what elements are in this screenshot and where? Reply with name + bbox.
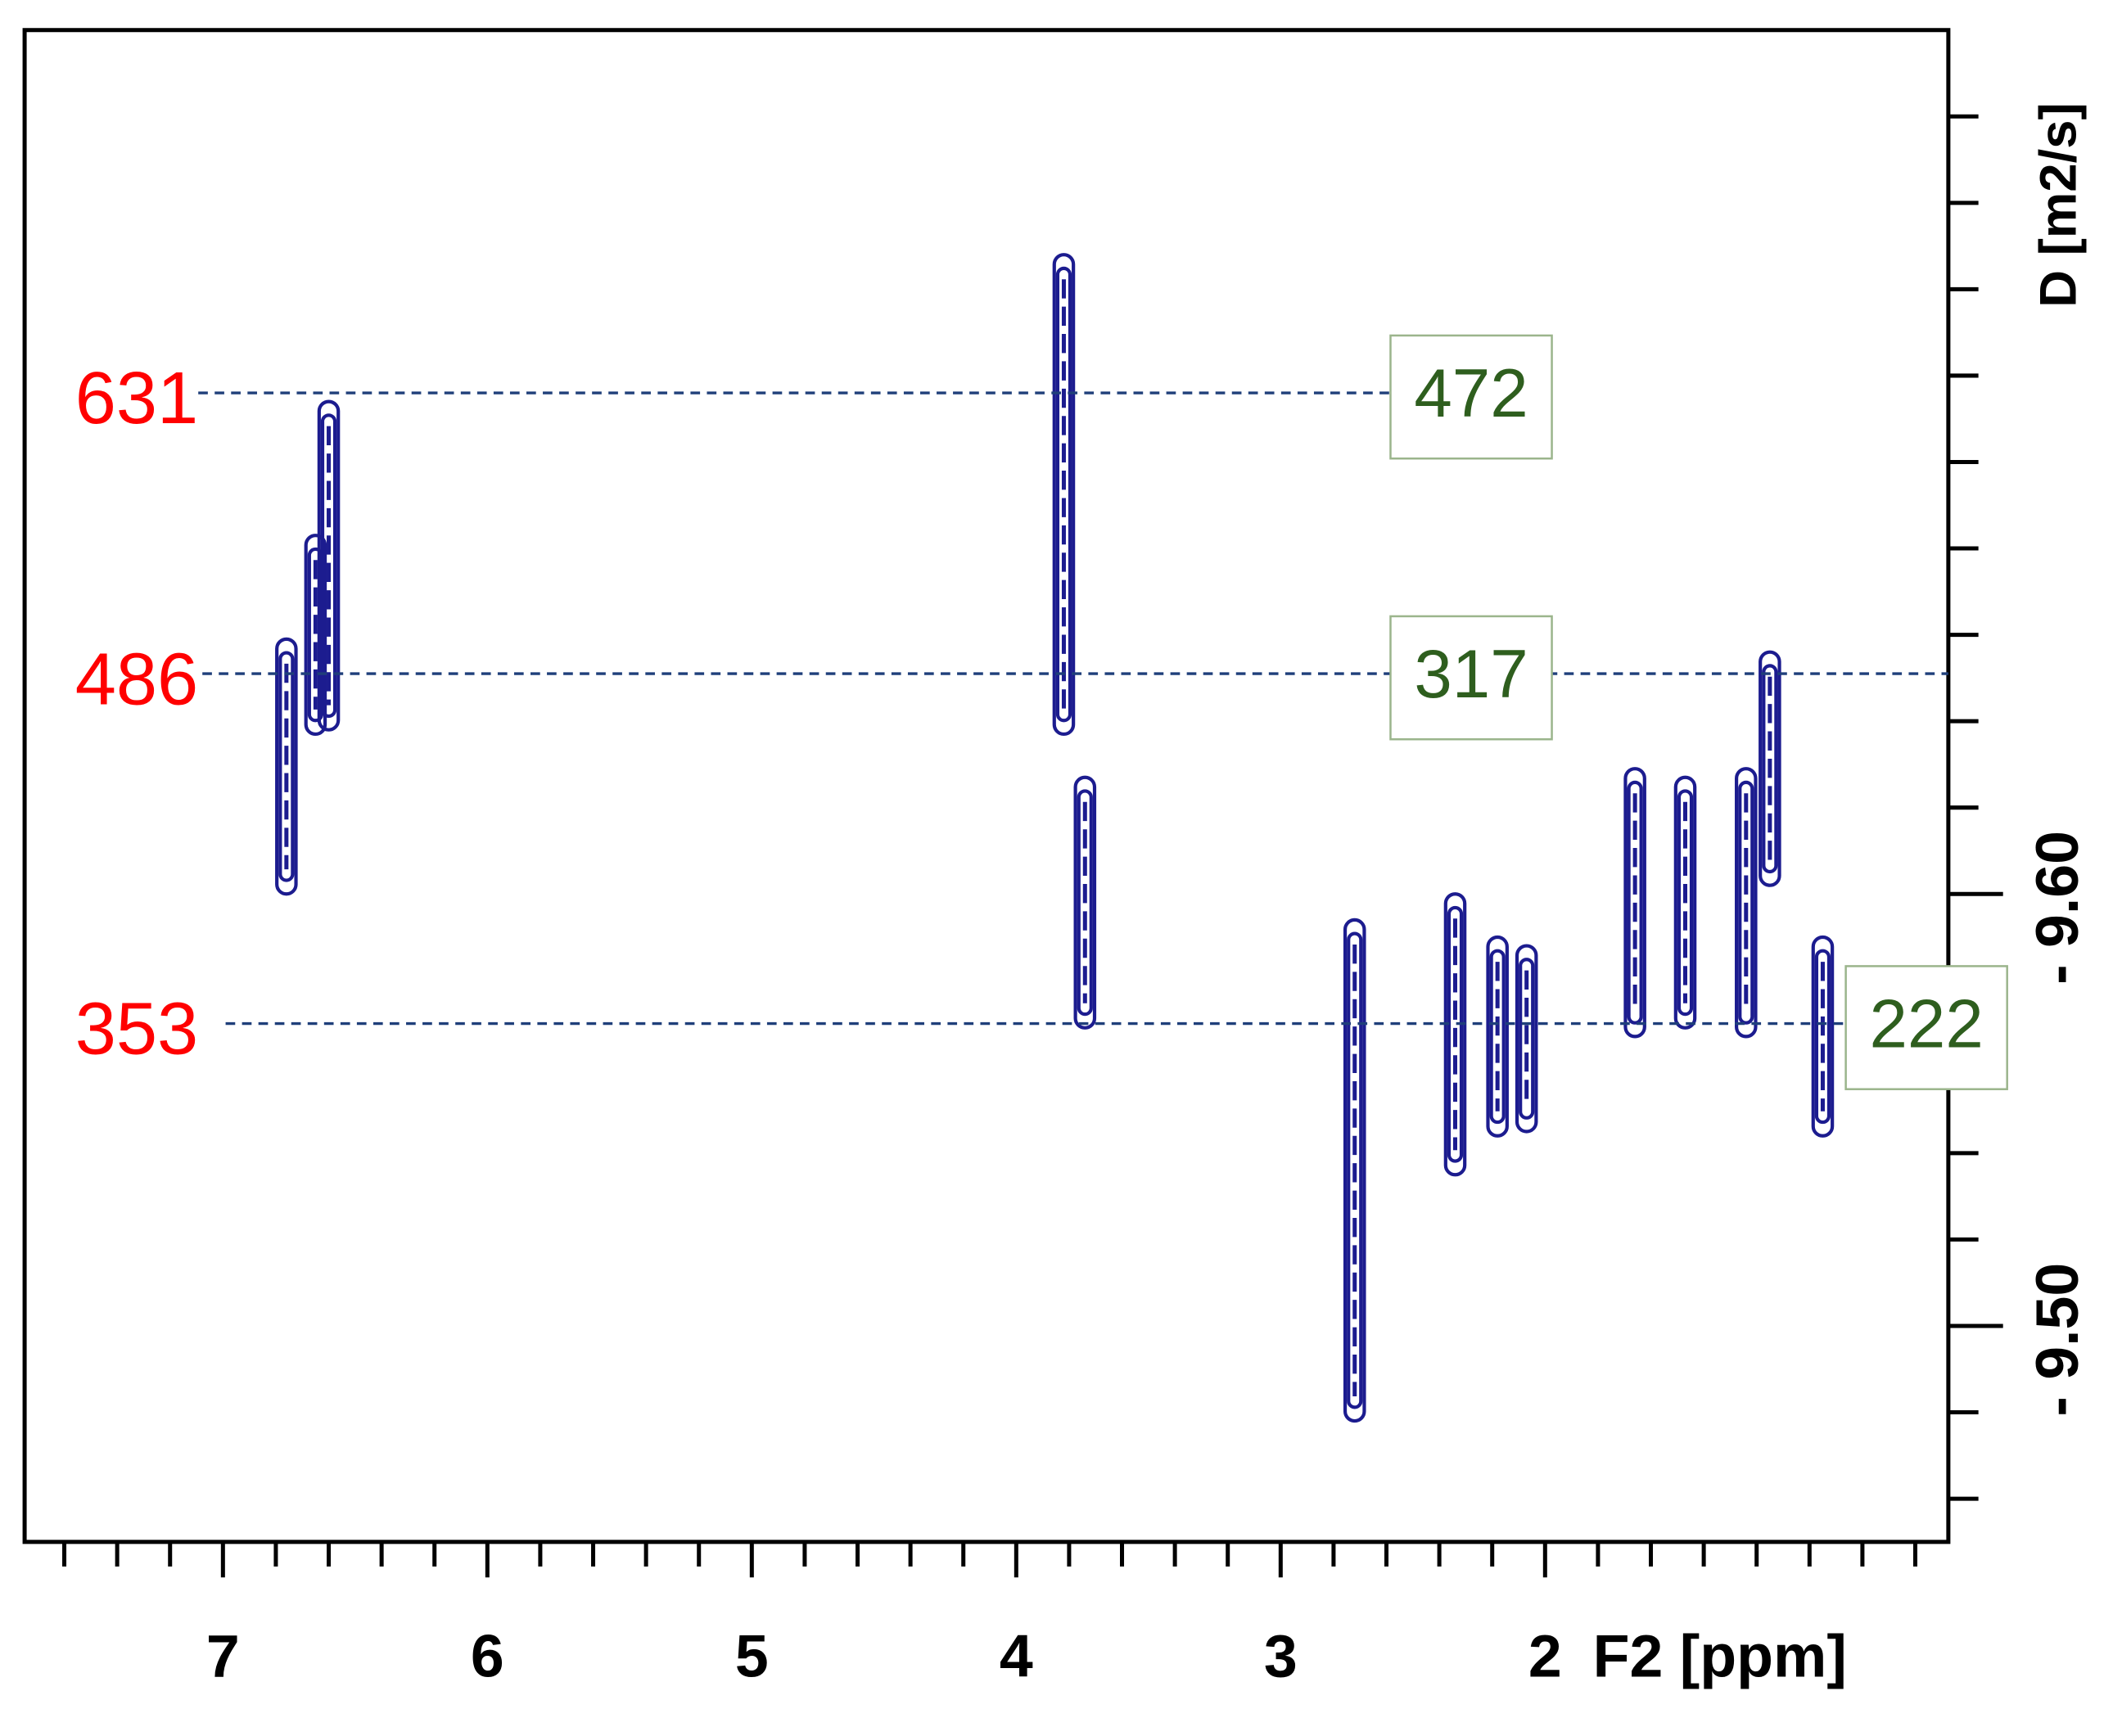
peak-contour-outer xyxy=(1443,892,1467,1177)
peak-contour-outer xyxy=(317,399,341,732)
x-tick-label: 7 xyxy=(206,1622,240,1690)
plot-frame xyxy=(22,28,1951,1544)
peak xyxy=(1443,892,1467,1177)
peak-contour-outer xyxy=(275,637,298,896)
peak xyxy=(275,637,298,896)
annotation-box xyxy=(1389,334,1553,460)
peak-contour-outer xyxy=(1052,253,1076,737)
peak-contour-outer xyxy=(1673,775,1697,1030)
peak-contour-outer xyxy=(1343,918,1366,1423)
peak-contour-outer xyxy=(1515,944,1538,1134)
peak xyxy=(1735,767,1758,1039)
peak-contour-mid xyxy=(1762,664,1778,874)
peak xyxy=(1811,935,1835,1138)
peak-contour-mid xyxy=(1447,905,1464,1163)
y-tick-label: - 9.50 xyxy=(2023,1263,2091,1417)
peak xyxy=(1759,650,1781,887)
left-annotation: 486 xyxy=(75,638,198,720)
right-annotation: 472 xyxy=(1414,354,1528,431)
peak-contour-mid xyxy=(1077,789,1093,1017)
x-tick-label: 2 xyxy=(1528,1622,1562,1690)
peak xyxy=(1623,767,1646,1039)
x-tick-label: 5 xyxy=(735,1622,769,1690)
peak-contour-mid xyxy=(307,547,323,723)
x-tick-label: 6 xyxy=(471,1622,504,1690)
peak-contour-outer xyxy=(1759,650,1781,887)
peak-contour-outer xyxy=(1486,935,1509,1138)
peak xyxy=(1486,935,1509,1138)
peak-contour-mid xyxy=(1738,780,1754,1025)
peak xyxy=(1052,253,1076,737)
peak-contour-outer xyxy=(1073,775,1097,1030)
peak xyxy=(317,399,341,732)
peak-contour-mid xyxy=(1347,931,1363,1409)
peak-contour-mid xyxy=(1055,266,1072,723)
peak-contour-outer xyxy=(1811,935,1835,1138)
peak-contour-mid xyxy=(1489,949,1506,1125)
annotation-box xyxy=(1844,965,2008,1090)
peak-contour-outer xyxy=(1623,767,1646,1039)
peak-contour-outer xyxy=(304,534,327,737)
y-tick-label: - 9.60 xyxy=(2023,831,2091,985)
annotation-box xyxy=(1389,615,1553,741)
x-axis-title: F2 [ppm] xyxy=(1593,1622,1847,1690)
peak xyxy=(304,534,327,737)
x-tick-label: 4 xyxy=(1000,1622,1033,1690)
peak xyxy=(1343,918,1366,1423)
y-axis-title: D [m2/s] xyxy=(2029,102,2087,307)
right-annotation: 222 xyxy=(1869,985,1983,1062)
peak xyxy=(1515,944,1538,1134)
peak-contour-mid xyxy=(278,651,295,882)
left-annotation: 353 xyxy=(75,988,198,1071)
peak-contour-mid xyxy=(1519,958,1535,1120)
peak-contour-outer xyxy=(1735,767,1758,1039)
peak xyxy=(1073,775,1097,1030)
peak xyxy=(1673,775,1697,1030)
peak-contour-mid xyxy=(1677,789,1694,1017)
right-annotation: 317 xyxy=(1414,635,1528,712)
x-tick-label: 3 xyxy=(1264,1622,1298,1690)
peak-contour-mid xyxy=(1814,949,1831,1125)
peak-contour-mid xyxy=(1627,780,1643,1025)
left-annotation: 631 xyxy=(75,357,198,440)
